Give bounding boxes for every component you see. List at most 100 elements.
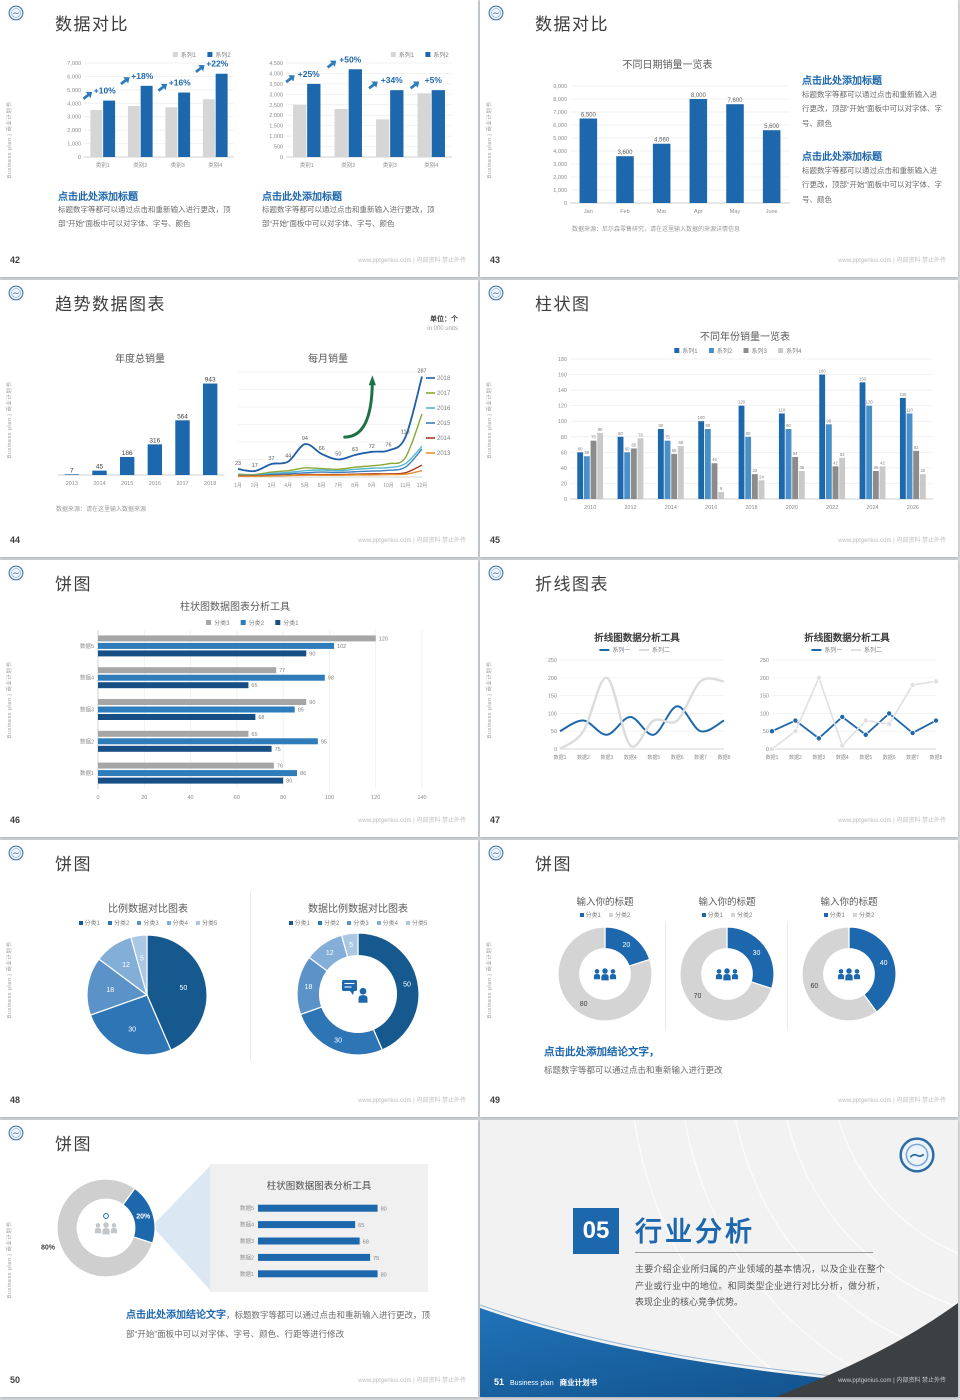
svg-text:75: 75: [275, 747, 281, 753]
svg-text:32: 32: [920, 468, 925, 473]
svg-text:76: 76: [277, 764, 283, 770]
svg-text:6,000: 6,000: [67, 74, 81, 80]
sidebar-watermark: Business plan | 商业计划书: [487, 101, 493, 179]
svg-text:180: 180: [558, 357, 567, 363]
slide-49: 饼图 Business plan | 商业计划书 输入你的标题 输入你的标题 输…: [480, 840, 958, 1117]
horizontal-bar-chart: 数据5 80 数据4 65 数据3 68 数据2 75 数据1 80: [228, 1196, 418, 1284]
svg-text:2022: 2022: [826, 505, 838, 511]
svg-text:May: May: [730, 209, 741, 215]
slide-47: 折线图表 Business plan | 商业计划书 折线图数据分析工具 0 50…: [480, 560, 958, 837]
svg-text:分类3: 分类3: [214, 619, 230, 627]
sidebar-watermark: Business plan | 商业计划书: [7, 941, 13, 1019]
svg-text:+10%: +10%: [94, 86, 116, 96]
svg-text:1月: 1月: [234, 483, 242, 489]
svg-text:数据5: 数据5: [647, 754, 660, 761]
donut-chart-2: 30 70: [679, 926, 775, 1022]
chart-title: 比例数据对比图表: [108, 904, 188, 915]
unit-label-cn: 单位：个: [430, 316, 458, 323]
svg-text:160: 160: [558, 373, 567, 379]
pie-legend: 分类1 分类2 分类3 分类4 分类5: [48, 918, 248, 927]
svg-text:75: 75: [665, 435, 670, 440]
chart-title: 折线图数据分析工具: [594, 633, 680, 644]
svg-text:9: 9: [720, 486, 723, 491]
slide-title: 趋势数据图表: [55, 295, 166, 314]
svg-text:90: 90: [659, 423, 664, 428]
caption-heading: 点击此处添加标题: [262, 192, 342, 203]
svg-text:40: 40: [880, 960, 888, 967]
svg-text:60: 60: [234, 795, 240, 801]
svg-text:46: 46: [712, 457, 717, 462]
slide-44: 趋势数据图表 Business plan | 商业计划书 单位：个 in 000…: [0, 280, 478, 557]
svg-text:20%: 20%: [136, 1213, 151, 1220]
svg-text:44: 44: [285, 454, 291, 460]
svg-text:Feb: Feb: [620, 209, 629, 215]
svg-text:100: 100: [548, 711, 557, 717]
svg-text:4,000: 4,000: [553, 149, 567, 155]
svg-text:7: 7: [70, 467, 74, 474]
svg-text:76: 76: [385, 442, 391, 448]
svg-text:2,500: 2,500: [269, 103, 283, 109]
svg-text:68: 68: [678, 440, 683, 445]
svg-text:250: 250: [760, 658, 769, 664]
section-body: 主要介绍企业所归属的产业领域的基本情况，以及企业在整个产业或行业中的地位。和同类…: [635, 1264, 885, 1308]
svg-text:Apr: Apr: [694, 209, 703, 215]
slide-title: 饼图: [55, 855, 92, 874]
brand-logo-icon: [8, 565, 24, 581]
svg-text:数据6: 数据6: [883, 754, 896, 761]
svg-text:数据8: 数据8: [930, 754, 943, 761]
svg-text:80: 80: [381, 1207, 387, 1213]
svg-text:36: 36: [873, 465, 878, 470]
slide-title: 饼图: [55, 575, 92, 594]
svg-text:90: 90: [706, 423, 711, 428]
svg-text:150: 150: [859, 376, 867, 381]
svg-text:8,000: 8,000: [553, 97, 567, 103]
svg-text:0: 0: [766, 747, 769, 753]
svg-text:40: 40: [561, 466, 567, 472]
svg-text:85: 85: [598, 427, 603, 432]
donut-chart-3: 40 60: [801, 926, 897, 1022]
svg-text:110: 110: [779, 407, 786, 412]
svg-text:0: 0: [564, 201, 567, 207]
svg-text:20: 20: [141, 795, 147, 801]
chart-title: 不同年份销量一览表: [700, 332, 790, 343]
slide-title: 饼图: [535, 855, 572, 874]
annual-sales-bar-chart: 2013 7 2014 45 2015 186 2016 316 2017 564 2018 943: [52, 366, 228, 488]
svg-text:77: 77: [279, 668, 285, 674]
divider: [787, 922, 788, 1030]
slide-51: 05 行业分析 主要介绍企业所归属的产业领域的基本情况，以及企业在整个产业或行业…: [480, 1120, 958, 1397]
svg-text:50: 50: [763, 729, 769, 735]
brand-logo-icon: [488, 565, 504, 581]
svg-text:66: 66: [319, 446, 325, 452]
svg-text:1,000: 1,000: [67, 142, 81, 148]
svg-text:80: 80: [286, 779, 292, 785]
slide-46: 饼图 Business plan | 商业计划书 柱状图数据图表分析工具 0 20…: [0, 560, 478, 837]
svg-text:6月: 6月: [318, 483, 326, 489]
smooth-line-chart: 0 50 100 150 200 250 数据1 数据2 数据3 数据4 数据5 数据6 数据7 数据8 系…: [540, 644, 731, 762]
svg-text:6,000: 6,000: [553, 123, 567, 129]
svg-text:Jan: Jan: [584, 209, 593, 215]
svg-text:70: 70: [694, 993, 702, 1000]
svg-text:类别4: 类别4: [208, 161, 222, 169]
svg-text:30: 30: [128, 1027, 136, 1034]
conclusion-heading: 点击此处添加结论文字: [126, 1310, 226, 1321]
svg-text:2016: 2016: [705, 505, 717, 511]
svg-text:150: 150: [548, 694, 557, 700]
svg-text:+34%: +34%: [381, 75, 403, 85]
svg-text:1,500: 1,500: [269, 124, 283, 130]
svg-text:3月: 3月: [268, 483, 276, 489]
svg-text:2,000: 2,000: [553, 175, 567, 181]
sidebar-watermark: Business plan | 商业计划书: [7, 101, 13, 179]
svg-text:80: 80: [618, 431, 623, 436]
svg-text:7,000: 7,000: [553, 110, 567, 116]
svg-text:系列2: 系列2: [433, 51, 449, 59]
svg-text:数据4: 数据4: [836, 754, 849, 761]
svg-text:8,000: 8,000: [691, 93, 707, 99]
svg-text:数据4: 数据4: [240, 1221, 254, 1229]
svg-text:140: 140: [417, 795, 426, 801]
svg-text:数据2: 数据2: [789, 754, 802, 761]
page-number: 47: [490, 815, 501, 825]
svg-text:42: 42: [880, 460, 885, 465]
svg-text:54: 54: [793, 451, 798, 456]
title-underline: [635, 1252, 873, 1253]
svg-text:7,600: 7,600: [727, 98, 743, 104]
